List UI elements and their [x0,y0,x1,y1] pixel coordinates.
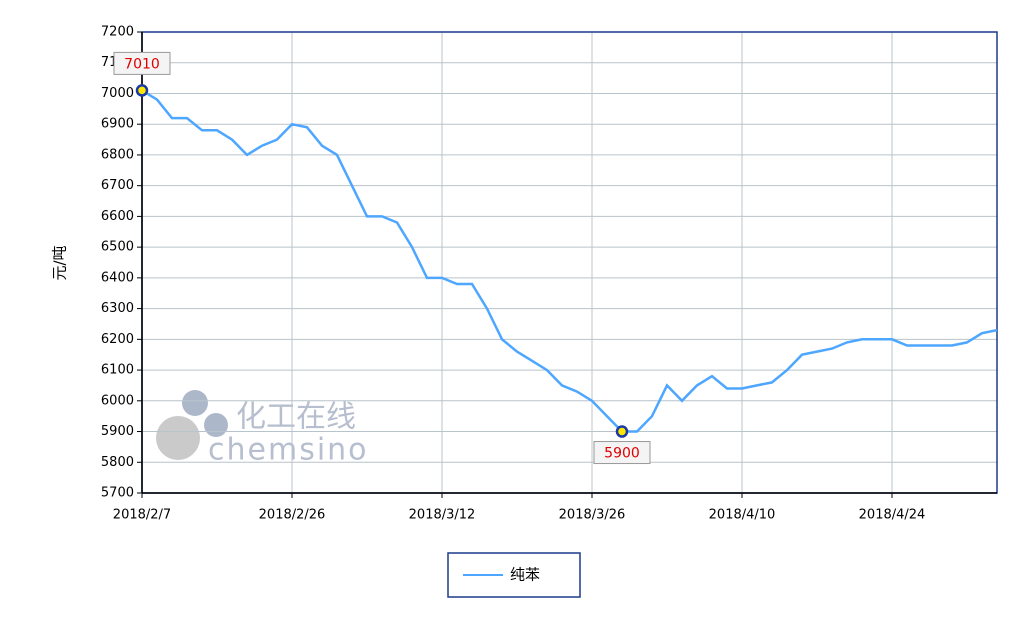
x-tick-label: 2018/4/10 [709,508,776,523]
x-tick-label: 2018/3/26 [559,508,626,523]
point-marker [615,425,629,438]
legend: 纯苯 [447,552,581,598]
y-tick-label: 6500 [101,240,134,255]
y-tick-label: 6100 [101,363,134,378]
y-tick-label: 7000 [101,86,134,101]
point-marker [135,84,149,97]
watermark-logo [182,390,208,416]
y-tick-label: 6000 [101,393,134,408]
y-tick-label: 6900 [101,117,134,132]
watermark-logo [156,416,200,460]
y-tick-label: 6300 [101,301,134,316]
y-tick-label: 6700 [101,178,134,193]
y-tick-label: 6600 [101,209,134,224]
x-tick-label: 2018/2/7 [113,508,171,523]
annotation: 5900 [604,446,640,462]
watermark-logo [204,413,228,437]
y-tick-label: 6200 [101,332,134,347]
watermark: 化工在线 chemsino [156,390,369,468]
annotation: 7010 [124,56,160,72]
y-tick-label: 5800 [101,455,134,470]
y-axis-label: 元/吨 [51,245,69,280]
y-tick-label: 6400 [101,270,134,285]
annotation-box [593,441,651,465]
legend-label: 纯苯 [510,566,540,584]
y-tick-label: 7200 [101,25,134,40]
watermark-text: 化工在线 [236,400,356,435]
series-line [141,89,998,433]
y-tick-label: 5700 [101,486,134,501]
x-tick-label: 2018/4/24 [859,508,926,523]
y-tick-label: 6800 [101,147,134,162]
watermark-text: chemsino [208,433,369,468]
y-tick-label: 5900 [101,424,134,439]
annotation-box [113,51,171,75]
x-tick-label: 2018/3/12 [409,508,476,523]
x-tick-label: 2018/2/26 [259,508,326,523]
